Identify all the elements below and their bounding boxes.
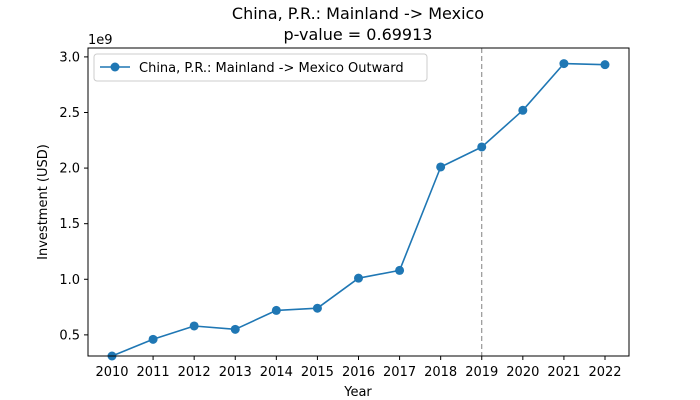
y-tick-label: 2.0	[59, 162, 80, 177]
y-axis-label: Investment (USD)	[36, 144, 51, 260]
x-axis-label: Year	[343, 385, 372, 400]
axes-frame	[87, 47, 630, 357]
legend: China, P.R.: Mainland -> Mexico Outward	[93, 53, 428, 82]
data-point	[395, 265, 405, 275]
x-tick-label: 2013	[219, 365, 252, 380]
x-tick-label: 2015	[301, 365, 334, 380]
y-tick-label: 1.5	[59, 217, 80, 232]
x-tick-label: 2022	[588, 365, 621, 380]
x-tick-label: 2016	[342, 365, 375, 380]
data-point	[559, 59, 569, 69]
data-point	[230, 324, 240, 334]
data-point	[312, 303, 322, 313]
data-point	[271, 305, 281, 315]
y-tick-label: 3.0	[59, 50, 80, 65]
data-point	[189, 321, 199, 331]
legend-entry-label: China, P.R.: Mainland -> Mexico Outward	[139, 61, 404, 76]
x-tick-label: 2018	[424, 365, 457, 380]
data-point	[600, 60, 610, 70]
y-tick-label: 2.5	[59, 106, 80, 121]
chart-subtitle: p-value = 0.69913	[284, 25, 433, 44]
data-point	[436, 162, 446, 172]
x-tick-label: 2019	[465, 365, 498, 380]
y-tick-label: 0.5	[59, 328, 80, 343]
plot-area: 2010 2011 2012 2013 2014 2015 2016 2017 2018 2019…	[59, 48, 622, 380]
y-axis-offset-label: 1e9	[88, 33, 113, 48]
x-tick-label: 2017	[383, 365, 416, 380]
x-tick-label: 2014	[260, 365, 293, 380]
x-tick-label: 2010	[95, 365, 128, 380]
data-point	[354, 273, 363, 283]
legend-marker-swatch	[110, 62, 120, 72]
x-tick-label: 2020	[506, 365, 539, 380]
y-tick-label: 1.0	[59, 273, 80, 288]
chart-title: China, P.R.: Mainland -> Mexico	[232, 4, 484, 23]
legend-box	[93, 53, 428, 82]
data-point	[148, 334, 158, 344]
x-tick-label: 2011	[137, 365, 170, 380]
x-tick-label: 2012	[178, 365, 211, 380]
data-point	[477, 142, 487, 152]
x-tick-label: 2021	[547, 365, 580, 380]
data-point	[518, 105, 528, 115]
